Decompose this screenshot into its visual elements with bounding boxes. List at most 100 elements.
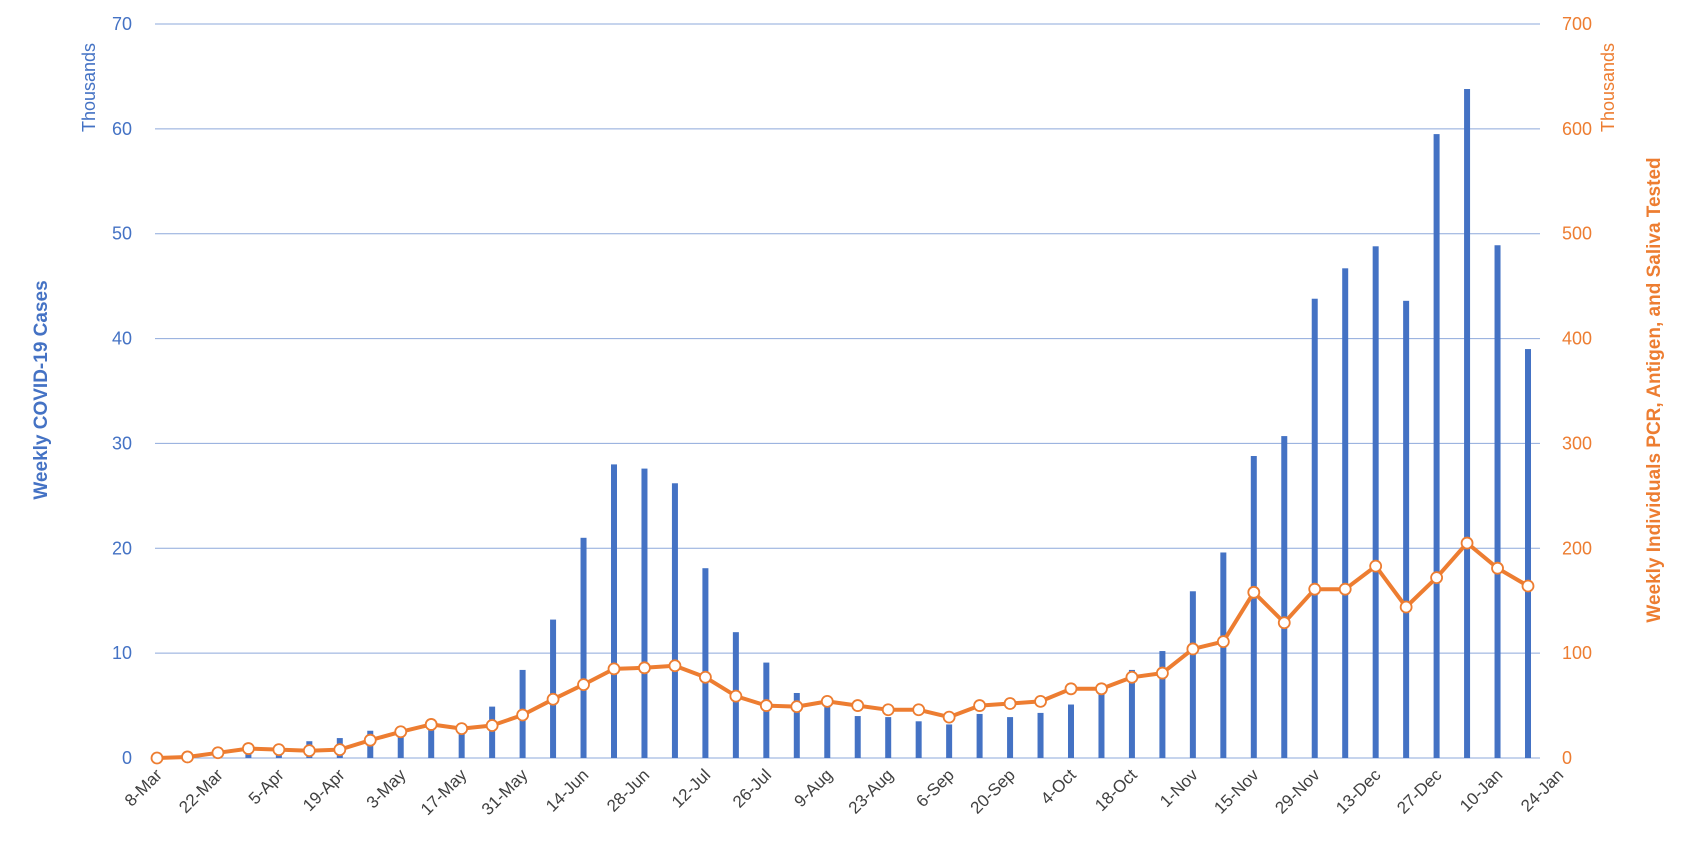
left-axis-title: Weekly COVID-19 Cases [31, 280, 52, 499]
cases-bar [977, 714, 983, 758]
tested-point [852, 700, 863, 711]
cases-bar [1464, 89, 1470, 758]
tested-series-line [157, 543, 1528, 758]
left-tick-label: 30 [112, 433, 132, 453]
x-tick-label: 29-Nov [1271, 765, 1324, 818]
right-tick-label: 700 [1562, 14, 1592, 34]
x-tick-label: 22-Mar [175, 765, 227, 817]
left-tick-label: 70 [112, 14, 132, 34]
tested-point [1187, 643, 1198, 654]
x-tick-label: 6-Sep [912, 765, 958, 811]
right-tick-label: 200 [1562, 538, 1592, 558]
cases-bar [1190, 591, 1196, 758]
right-axis-title: Weekly Individuals PCR, Antigen, and Sal… [1644, 157, 1665, 622]
tested-point [548, 694, 559, 705]
x-tick-label: 4-Oct [1037, 765, 1080, 808]
tested-point [639, 662, 650, 673]
tested-point [182, 751, 193, 762]
cases-bar [702, 568, 708, 758]
tested-point [669, 660, 680, 671]
cases-bar [885, 717, 891, 758]
x-tick-label: 18-Oct [1091, 765, 1141, 815]
tested-point [1401, 602, 1412, 613]
tested-point [1370, 561, 1381, 572]
tested-point [974, 700, 985, 711]
left-tick-label: 40 [112, 329, 132, 349]
cases-bar [1312, 299, 1318, 758]
x-tick-label: 3-May [363, 765, 410, 812]
tested-point [1096, 683, 1107, 694]
tested-point [487, 720, 498, 731]
x-tick-label: 9-Aug [791, 765, 837, 811]
x-tick-label: 8-Mar [121, 765, 166, 810]
x-tick-label: 14-Jun [542, 765, 592, 815]
cases-bar [1373, 246, 1379, 758]
left-tick-label: 10 [112, 643, 132, 663]
right-tick-label: 400 [1562, 329, 1592, 349]
cases-bar [489, 707, 495, 758]
x-tick-label: 19-Apr [299, 765, 349, 815]
tested-point [304, 745, 315, 756]
tested-point [761, 700, 772, 711]
cases-bar [581, 538, 587, 758]
cases-bar [672, 483, 678, 758]
cases-bar [916, 721, 922, 758]
tested-point [395, 726, 406, 737]
tested-point [1157, 668, 1168, 679]
cases-bar [1525, 349, 1531, 758]
right-tick-label: 500 [1562, 224, 1592, 244]
cases-bar [855, 716, 861, 758]
right-tick-label: 300 [1562, 433, 1592, 453]
right-tick-label: 100 [1562, 643, 1592, 663]
x-tick-label: 12-Jul [668, 765, 714, 811]
tested-point [1005, 698, 1016, 709]
tested-point [517, 710, 528, 721]
cases-bar [1007, 717, 1013, 758]
x-tick-label: 10-Jan [1456, 765, 1506, 815]
left-axis-unit: Thousands [79, 43, 99, 132]
tested-point [609, 663, 620, 674]
cases-bar [1038, 713, 1044, 758]
right-axis-unit: Thousands [1598, 43, 1618, 132]
cases-bar [1403, 301, 1409, 758]
right-tick-label: 0 [1562, 748, 1572, 768]
tested-point [791, 701, 802, 712]
tested-point [1218, 636, 1229, 647]
cases-bar [641, 469, 647, 758]
grid-lines [155, 24, 1540, 758]
cases-bars [154, 89, 1531, 758]
cases-bar [1068, 705, 1074, 758]
cases-bar [1434, 134, 1440, 758]
tested-point [1431, 572, 1442, 583]
right-tick-label: 600 [1562, 119, 1592, 139]
cases-bar [824, 701, 830, 758]
tested-point [883, 704, 894, 715]
tested-point [730, 691, 741, 702]
left-tick-label: 0 [122, 748, 132, 768]
tested-point [913, 704, 924, 715]
tested-point [426, 719, 437, 730]
tested-point [212, 747, 223, 758]
cases-bar [1342, 268, 1348, 758]
x-tick-label: 24-Jan [1517, 765, 1567, 815]
tested-point [578, 679, 589, 690]
tested-point [822, 696, 833, 707]
x-tick-label: 5-Apr [245, 765, 288, 808]
tested-point [365, 735, 376, 746]
left-tick-label: 50 [112, 224, 132, 244]
cases-bar [1281, 436, 1287, 758]
x-tick-label: 15-Nov [1210, 765, 1263, 818]
x-tick-label: 23-Aug [845, 765, 897, 817]
tested-point [1035, 696, 1046, 707]
x-tick-label: 27-Dec [1393, 765, 1446, 818]
tested-point [1492, 563, 1503, 574]
tested-point [1340, 584, 1351, 595]
tested-point [152, 753, 163, 764]
x-tick-label: 17-May [417, 765, 471, 819]
cases-bar [946, 724, 952, 758]
tested-point [1523, 581, 1534, 592]
tested-point [334, 744, 345, 755]
